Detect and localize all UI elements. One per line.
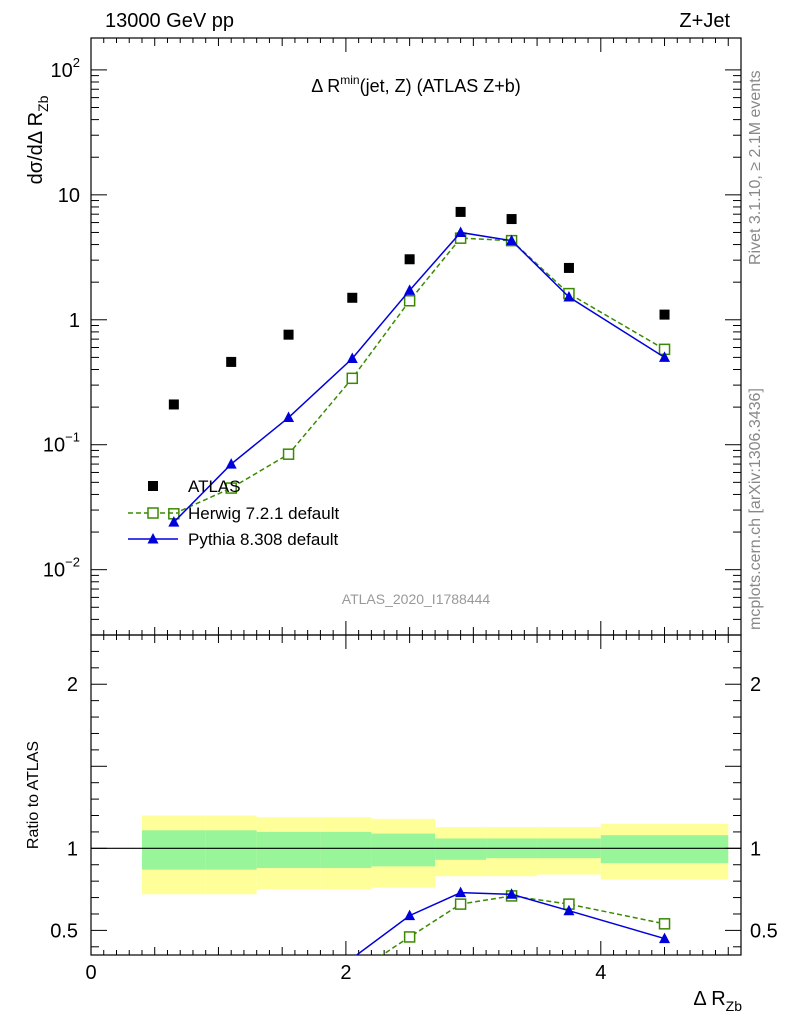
data-series	[168, 206, 671, 955]
legend-label-2: Pythia 8.308 default	[188, 530, 339, 549]
main-data-point-2	[346, 352, 358, 363]
main-data-point-2	[455, 226, 467, 237]
axis-tick-labels: 102 10 1 10−1 10−2 2 2 1 1 0.5 0.5 0 2 4	[43, 55, 778, 984]
ratio-y-tick-label-left: 2	[67, 674, 78, 696]
legend: ATLAS Herwig 7.2.1 default Pythia 8.308 de…	[128, 477, 339, 549]
legend-marker-2	[147, 533, 159, 544]
main-data-point-2	[283, 411, 295, 423]
main-data-point-2	[168, 516, 180, 527]
stat-uncertainty-band-bin	[320, 831, 372, 869]
plot-frames	[90, 37, 742, 956]
ratio-y-axis-label: Ratio to ATLAS	[25, 741, 42, 849]
main-data-point-0	[455, 206, 466, 217]
stat-uncertainty-band-bin	[141, 830, 206, 870]
main-y-tick-label: 10	[58, 185, 80, 207]
main-y-tick-label: 102	[51, 55, 80, 82]
x-tick-label: 2	[340, 962, 351, 984]
stat-uncertainty-band-bin	[205, 830, 257, 870]
ratio-series-line-0	[380, 895, 665, 955]
analysis-watermark: ATLAS_2020_I1788444	[342, 591, 491, 607]
process-label: Z+Jet	[679, 10, 730, 32]
main-data-point-0	[168, 399, 179, 410]
main-data-point-1	[225, 482, 237, 494]
main-data-point-2	[659, 351, 671, 362]
ratio-series-line-1	[355, 891, 665, 955]
energy-label: 13000 GeV pp	[105, 10, 234, 32]
ratio-y-tick-label-right: 1	[750, 838, 761, 860]
main-y-axis-label: dσ/dΔ RZb	[25, 95, 51, 184]
main-y-tick-label: 1	[69, 310, 80, 332]
x-tick-label: 4	[595, 962, 606, 984]
ratio-data-point-0	[658, 918, 671, 930]
main-y-tick-label: 10−1	[43, 430, 80, 457]
legend-marker-0	[148, 481, 158, 491]
legend-label-0: ATLAS	[188, 477, 241, 496]
axis-ticks	[90, 38, 741, 955]
main-data-point-1	[346, 372, 359, 385]
ratio-data-point-1	[506, 888, 518, 899]
main-data-point-0	[404, 254, 415, 265]
stat-uncertainty-band-bin	[600, 835, 729, 864]
plot-title: Δ Rmin(jet, Z) (ATLAS Z+b)	[311, 73, 521, 96]
main-data-point-1	[282, 448, 295, 460]
ratio-series-group	[355, 886, 671, 955]
main-data-point-2	[563, 291, 575, 302]
main-data-point-2	[404, 284, 416, 295]
main-data-point-0	[347, 292, 358, 303]
ratio-data-point-0	[403, 931, 416, 943]
legend-marker-1	[147, 507, 159, 519]
main-data-point-0	[506, 214, 517, 225]
main-data-point-1	[403, 295, 416, 307]
ratio-uncertainty-bands	[141, 815, 729, 895]
ratio-plot-frame	[90, 634, 742, 956]
main-data-point-0	[563, 262, 574, 273]
ratio-y-tick-label-right: 2	[750, 674, 761, 696]
main-data-point-0	[659, 309, 670, 320]
main-data-point-0	[226, 356, 237, 367]
ratio-data-point-1	[659, 932, 671, 944]
stat-uncertainty-band-bin	[256, 831, 321, 869]
ratio-y-tick-label-left: 1	[67, 838, 78, 860]
main-data-point-2	[225, 458, 237, 469]
main-data-point-2	[506, 234, 518, 246]
legend-label-1: Herwig 7.2.1 default	[188, 504, 339, 523]
main-data-point-0	[283, 329, 294, 340]
main-series-line-1	[173, 237, 665, 515]
stat-uncertainty-band-bin	[435, 838, 487, 860]
ratio-y-tick-label-right: 0.5	[750, 920, 778, 942]
x-axis-label: Δ RZb	[693, 988, 742, 1014]
x-tick-label: 0	[85, 962, 96, 984]
ratio-data-point-0	[454, 898, 467, 910]
rivet-version-label: Rivet 3.1.10, ≥ 2.1M events	[747, 70, 764, 265]
ratio-data-point-1	[563, 904, 575, 916]
stat-uncertainty-band-bin	[371, 833, 436, 867]
ratio-data-point-1	[455, 886, 467, 898]
main-y-tick-label: 10−2	[43, 555, 80, 582]
mcplots-label: mcplots.cern.ch [arXiv:1306.3436]	[747, 388, 764, 630]
ratio-data-point-1	[404, 909, 416, 921]
ratio-y-tick-label-left: 0.5	[50, 920, 78, 942]
